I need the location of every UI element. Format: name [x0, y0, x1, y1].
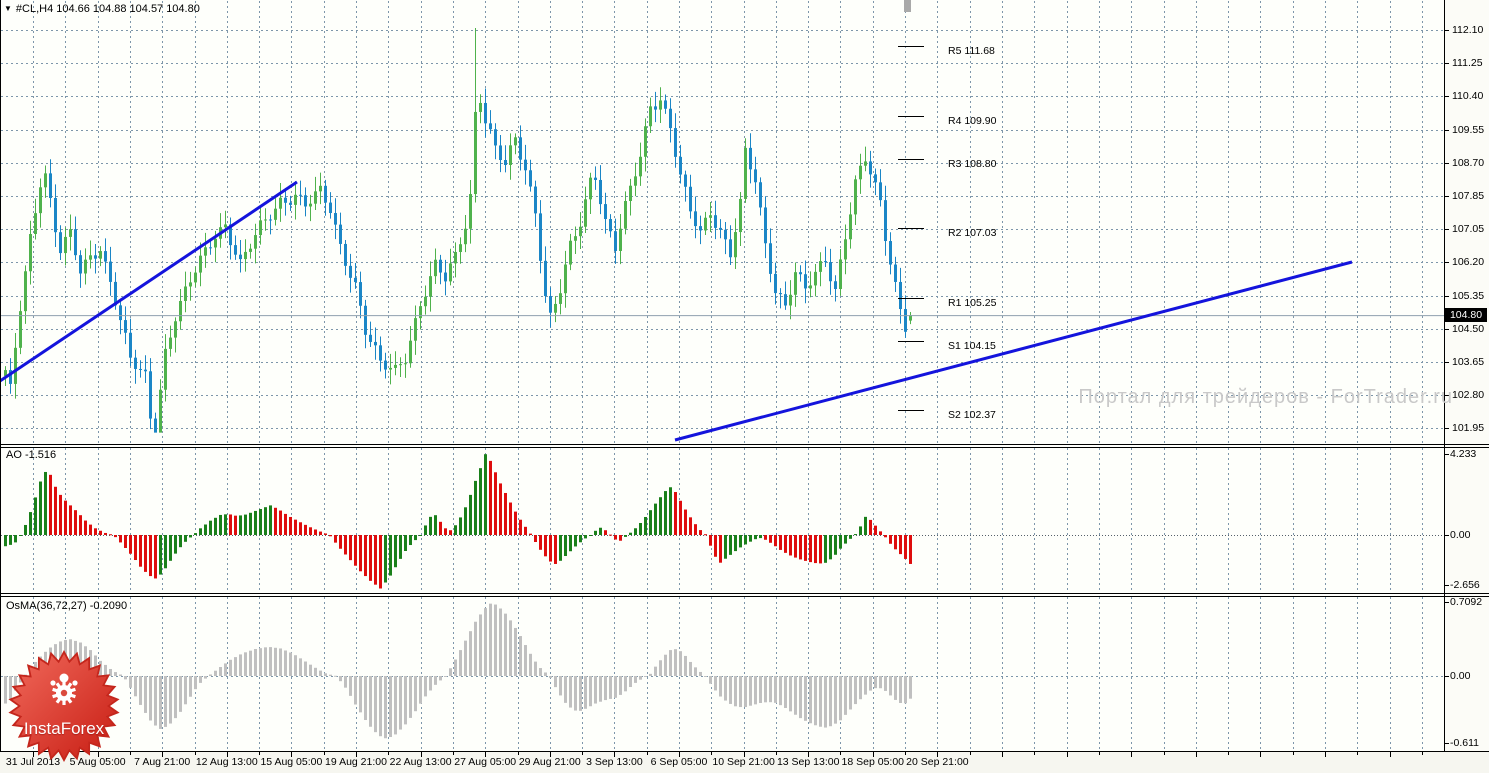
ao-indicator-label: AO -1.516: [6, 449, 57, 461]
pivot-label: R5 111.68: [948, 45, 995, 58]
ohlc-low: 104.57: [129, 3, 164, 15]
indicator-scale-label: -2.656: [1450, 579, 1480, 591]
instaforex-logo: InstaForex: [5, 647, 123, 767]
time-axis-label: 15 Aug 05:00: [260, 756, 323, 768]
osma-indicator-label: OsMA(36,72,27) -0.2090: [6, 600, 128, 612]
indicator-scale-label: 0.00: [1450, 670, 1471, 682]
axis-ticks: [33, 30, 1449, 757]
indicator-scale-label: 4.233: [1450, 448, 1477, 460]
price-axis-label: 109.55: [1452, 123, 1485, 136]
chart-shift-marker: [904, 0, 911, 12]
time-axis-label: 10 Sep 21:00: [712, 756, 775, 768]
watermark: Портал для трейдеров - ForTrader.ru: [1078, 386, 1453, 408]
time-axis-label: 12 Aug 13:00: [195, 756, 258, 768]
instaforex-gear-person-icon: [50, 673, 78, 705]
panel-separators: [0, 0, 1489, 752]
ohlc-close: 104.80: [166, 3, 200, 15]
instaforex-starburst: [8, 650, 120, 762]
time-axis-label: 20 Sep 21:00: [906, 756, 969, 768]
ohlc-open: 104.66: [56, 3, 90, 15]
price-axis-label: 102.80: [1452, 389, 1485, 402]
price-axis-label: 103.65: [1452, 356, 1485, 368]
ao-histogram: [4, 454, 912, 589]
time-axis-label: 31 Jul 2013: [5, 756, 61, 768]
pivot-label: R3 108.80: [948, 157, 997, 170]
price-axis-label: 101.95: [1452, 422, 1485, 435]
symbol-dropdown-icon[interactable]: ▼: [4, 4, 12, 13]
price-axis-strip: [1444, 0, 1489, 752]
indicator-scale-label: 0.7092: [1450, 596, 1483, 608]
time-axis-strip: [0, 752, 1489, 773]
pivot-lines: [898, 46, 924, 411]
ohlc-high: 104.88: [92, 3, 127, 15]
price-axis-label: 112.10: [1452, 24, 1484, 36]
symbol-period: #CL,H4: [15, 3, 54, 15]
pivot-label: R4 109.90: [948, 114, 997, 127]
time-axis-label: 27 Aug 05:00: [454, 756, 517, 768]
time-axis-label: 29 Aug 21:00: [518, 756, 581, 768]
time-axis-label: 7 Aug 21:00: [134, 756, 191, 768]
time-axis-label: 3 Sep 13:00: [586, 756, 643, 768]
pivot-label: R2 107.03: [948, 227, 997, 240]
price-axis-label: 105.35: [1452, 289, 1485, 302]
instaforex-logo-text: InstaForex: [23, 719, 105, 738]
trendlines: [1, 180, 1353, 442]
current-price-badge: 104.80: [1445, 308, 1487, 322]
time-axis-label: 19 Aug 21:00: [325, 756, 387, 768]
price-axis-label: 111.25: [1452, 57, 1483, 70]
price-axis-label: 107.85: [1452, 190, 1485, 202]
pivot-label: S1 104.15: [948, 339, 996, 352]
chart-title: ▼ #CL,H4 104.66 104.88 104.57 104.80: [4, 3, 203, 15]
price-axis-label: 110.40: [1452, 90, 1484, 103]
time-axis-label: 18 Sep 05:00: [841, 756, 905, 768]
time-axis-label: 22 Aug 13:00: [389, 756, 452, 768]
pivot-label: S2 102.37: [948, 409, 996, 422]
candles: [4, 28, 912, 433]
indicator-scale-label: 0.00: [1450, 529, 1471, 541]
indicator-scale-label: -0.611: [1450, 737, 1479, 749]
price-axis-label: 106.20: [1452, 256, 1485, 269]
time-axis-label: 13 Sep 13:00: [776, 756, 840, 768]
pivot-label: R1 105.25: [948, 296, 997, 309]
time-axis-label: 5 Aug 05:00: [69, 756, 126, 768]
time-axis-label: 6 Sep 05:00: [650, 756, 708, 768]
price-axis-label: 104.50: [1452, 322, 1485, 335]
price-axis-label: 107.05: [1452, 223, 1485, 236]
price-axis-label: 108.70: [1452, 156, 1485, 169]
